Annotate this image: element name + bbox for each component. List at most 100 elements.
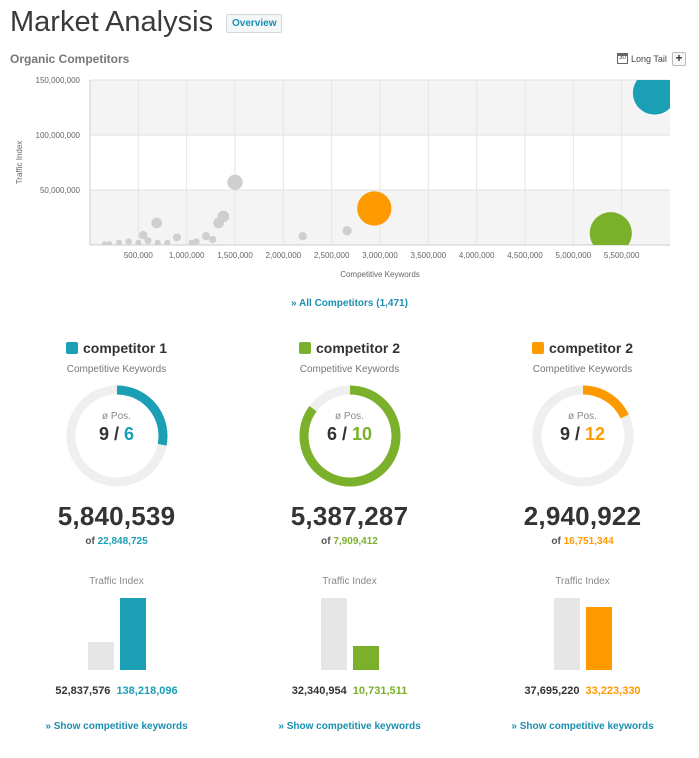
avg-position-value: 9 / 12 (559, 424, 606, 444)
competitor-bubble (201, 232, 211, 241)
competitive-keywords-count: 2,940,922 (523, 501, 642, 531)
competitor-color-swatch (65, 342, 78, 354)
traffic-index-label: Traffic Index (89, 576, 144, 587)
calendar-icon: 30 (617, 53, 628, 64)
x-tick-label: 1,000,000 (169, 251, 205, 260)
traffic-values: 32,340,954 10,731,511 (233, 685, 466, 697)
show-competitive-keywords-link[interactable]: » Show competitive keywords (45, 721, 188, 732)
traffic-own-value: 52,837,576 (55, 685, 111, 697)
y-tick-label: 100,000,000 (36, 131, 81, 140)
traffic-competitor-value: 10,731,511 (352, 685, 408, 697)
competitor-header: competitor 1 (0, 338, 233, 358)
show-competitive-keywords-link[interactable]: » Show competitive keywords (278, 721, 421, 732)
long-tail-label: Long Tail (631, 53, 667, 64)
competitor-header: competitor 2 (466, 338, 699, 358)
competitor-bubble (342, 225, 352, 236)
keywords-total: of 16,751,344 (551, 536, 614, 547)
y-axis-title: Traffic Index (15, 141, 24, 185)
avg-position-label: ø Pos. (568, 411, 597, 422)
x-tick-label: 4,000,000 (459, 251, 495, 260)
competitor-bubble (138, 230, 148, 240)
long-tail-toggle[interactable]: 30 Long Tail (617, 53, 667, 64)
competitor-card-3: competitor 2 Competitive Keywords ø Pos.… (466, 338, 699, 732)
position-donut: ø Pos. 9 / 6 (62, 381, 172, 491)
donut-arc (532, 385, 633, 487)
traffic-own-value: 37,695,220 (524, 685, 580, 697)
x-tick-label: 4,500,000 (507, 251, 543, 260)
competitor-bubble (106, 241, 113, 245)
traffic-own-value: 32,340,954 (291, 685, 347, 697)
x-tick-label: 2,500,000 (314, 251, 350, 260)
overview-button[interactable]: Overview (226, 14, 283, 33)
competitor-bubble (173, 233, 181, 242)
traffic-bars (0, 598, 233, 670)
highlighted-competitor-bubble (357, 191, 392, 226)
position-donut: ø Pos. 6 / 10 (295, 381, 405, 491)
traffic-bar-competitor (353, 646, 379, 670)
page-title: Market Analysis (10, 6, 214, 38)
competitive-keywords-label: Competitive Keywords (299, 364, 400, 375)
show-competitive-keywords-link[interactable]: » Show competitive keywords (511, 721, 654, 732)
competitor-name: competitor 2 (315, 340, 400, 356)
traffic-competitor-value: 33,223,330 (585, 685, 641, 697)
competitor-bubble (115, 239, 123, 245)
competitor-bubble (101, 241, 108, 245)
competitor-bubble (213, 217, 224, 229)
competitor-card-2: competitor 2 Competitive Keywords ø Pos.… (233, 338, 466, 732)
competitor-bubble (164, 239, 171, 245)
avg-position-value: 9 / 6 (98, 424, 135, 444)
position-donut: ø Pos. 9 / 12 (528, 381, 638, 491)
competitive-keywords-label: Competitive Keywords (532, 364, 633, 375)
traffic-bars (233, 598, 466, 670)
x-tick-label: 5,000,000 (556, 251, 592, 260)
competitor-bubble (151, 217, 163, 229)
competitor-bubble (209, 235, 217, 244)
competitive-keywords-count: 5,840,539 (57, 501, 176, 531)
x-tick-label: 3,000,000 (362, 251, 398, 260)
competitor-header: competitor 2 (233, 338, 466, 358)
x-tick-label: 1,500,000 (217, 251, 253, 260)
y-tick-label: 150,000,000 (36, 76, 81, 85)
highlighted-competitor-bubble (632, 80, 670, 115)
traffic-competitor-value: 138,218,096 (116, 685, 178, 697)
avg-position-label: ø Pos. (335, 411, 364, 422)
traffic-bar-competitor (586, 606, 612, 670)
donut-arc (299, 385, 400, 487)
traffic-bar-own (554, 598, 580, 670)
competitor-color-swatch (298, 342, 311, 354)
competitor-name: competitor 1 (82, 340, 167, 356)
donut-arc (66, 385, 167, 487)
traffic-bar-own (88, 642, 114, 670)
traffic-bars (466, 598, 699, 670)
traffic-values: 37,695,220 33,223,330 (466, 685, 699, 697)
competitor-bubble (193, 238, 200, 245)
highlighted-competitor-bubble (589, 212, 632, 245)
competitor-bubble (144, 237, 152, 245)
x-axis-title: Competitive Keywords (340, 270, 420, 279)
organic-competitors-chart: 500,000 1,000,000 1,500,000 2,000,000 2,500,… (15, 76, 670, 279)
avg-position-value: 6 / 10 (326, 424, 373, 444)
add-button[interactable]: + (672, 52, 686, 66)
x-tick-label: 3,500,000 (411, 251, 447, 260)
competitor-bubble (298, 232, 307, 241)
traffic-bar-competitor (120, 598, 146, 670)
competitor-bubble (188, 239, 195, 245)
all-competitors-link[interactable]: » All Competitors (1,471) (291, 298, 408, 309)
competitive-keywords-label: Competitive Keywords (66, 364, 167, 375)
competitor-color-swatch (531, 342, 544, 354)
traffic-index-label: Traffic Index (555, 576, 610, 587)
competitive-keywords-count: 5,387,287 (290, 501, 409, 531)
traffic-index-label: Traffic Index (322, 576, 377, 587)
competitor-bubble (135, 239, 142, 245)
competitor-name: competitor 2 (548, 340, 633, 356)
y-tick-label: 50,000,000 (40, 186, 81, 195)
traffic-bar-own (321, 598, 347, 670)
keywords-total: of 22,848,725 (85, 536, 148, 547)
section-title: Organic Competitors (10, 52, 130, 66)
avg-position-label: ø Pos. (102, 411, 131, 422)
keywords-total: of 7,909,412 (321, 536, 378, 547)
x-tick-label: 5,500,000 (604, 251, 640, 260)
x-tick-label: 500,000 (124, 251, 153, 260)
competitor-bubble (227, 174, 243, 190)
competitor-card-1: competitor 1 Competitive Keywords ø Pos.… (0, 338, 233, 732)
